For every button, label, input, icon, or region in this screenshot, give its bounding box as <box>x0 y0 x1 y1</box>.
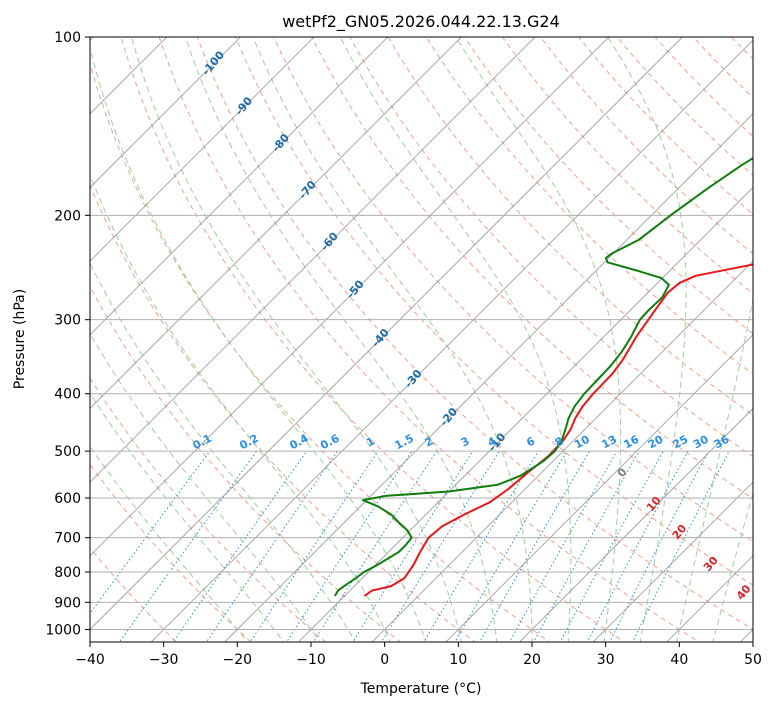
y-tick-label: 500 <box>54 444 81 460</box>
dry-adiabat-line <box>234 37 753 586</box>
mixing-ratio-label: 20 <box>646 433 666 452</box>
isotherm-line <box>90 37 315 262</box>
mixing-ratio-label: 16 <box>622 433 642 452</box>
grid-lines <box>90 37 753 642</box>
dry-adiabat-line <box>463 37 753 335</box>
temperature-profile-line <box>363 263 753 597</box>
y-tick-label: 700 <box>54 531 81 547</box>
y-tick-label: 400 <box>54 387 81 403</box>
isotherm-line <box>90 37 684 631</box>
isotherm-line <box>592 481 753 642</box>
isotherm-line <box>224 113 753 642</box>
x-axis-label: Temperature (°C) <box>360 681 482 697</box>
mixing-ratio-label: 25 <box>671 433 691 452</box>
x-tick-label: −20 <box>223 652 253 668</box>
y-tick-label: 100 <box>54 30 81 46</box>
y-tick-label: 900 <box>54 595 81 611</box>
dry-adiabat-line <box>90 377 327 642</box>
moist-adiabat-line <box>90 45 427 642</box>
x-tick-label: 40 <box>670 652 688 668</box>
x-tick-label: 50 <box>744 652 762 668</box>
y-tick-label: 300 <box>54 313 81 329</box>
dewpoint-profile-line <box>334 156 753 597</box>
mixing-ratio-label: 13 <box>599 433 619 452</box>
isotherm-line <box>90 37 389 336</box>
isotherm-line <box>90 37 610 557</box>
moist-adiabat-line <box>607 37 687 642</box>
dry-adiabat-line <box>425 37 753 375</box>
x-tick-label: 30 <box>597 652 615 668</box>
moist-adiabat-line <box>455 37 622 642</box>
y-axis-label: Pressure (hPa) <box>12 289 28 389</box>
isotherm-line <box>297 186 753 642</box>
moist-adiabat-line <box>131 37 462 642</box>
x-tick-label: −10 <box>296 652 326 668</box>
dry-adiabat-line <box>90 285 402 642</box>
dry-adiabat-line <box>196 37 753 630</box>
dry-adiabat-line <box>90 62 551 642</box>
mixing-ratio-label: 10 <box>572 433 592 452</box>
y-tick-label: 800 <box>54 565 81 581</box>
mixing-ratio-label: 30 <box>691 433 711 452</box>
mixing-ratio-label: 36 <box>712 433 732 452</box>
sounding-profiles <box>334 156 753 597</box>
isotherm-line <box>90 37 536 483</box>
dry-adiabat-line <box>311 37 753 500</box>
x-tick-label: 20 <box>523 652 541 668</box>
x-tick-label: 10 <box>449 652 467 668</box>
isotherm-line <box>90 37 242 189</box>
dry-adiabat-line <box>349 37 753 458</box>
isotherm-line <box>371 260 753 642</box>
dry-adiabat-line <box>120 37 626 642</box>
x-tick-label: −40 <box>75 652 105 668</box>
x-tick-label: −30 <box>149 652 179 668</box>
y-axis-ticks: 100 200 300 400 500 600 700 800 900 1000 <box>45 30 90 638</box>
isotherm-line <box>150 39 753 642</box>
isotherm-line <box>90 37 463 410</box>
moist-adiabat-line <box>339 37 572 642</box>
isotherm-line <box>445 334 753 642</box>
plot-frame <box>89 36 754 643</box>
moist-adiabat-line <box>252 37 533 642</box>
chart-title: wetPf2_GN05.2026.044.22.13.G24 <box>282 12 560 32</box>
y-tick-label: 1000 <box>45 622 81 638</box>
y-tick-label: 600 <box>54 491 81 507</box>
dry-adiabat-line <box>90 463 252 642</box>
moist-adiabat-line <box>90 332 321 642</box>
x-axis-ticks: −40 −30 −20 −10 0 10 20 30 40 50 <box>75 642 762 668</box>
isotherm-line <box>518 407 753 642</box>
x-tick-label: 0 <box>380 652 389 668</box>
y-tick-label: 200 <box>54 208 81 224</box>
